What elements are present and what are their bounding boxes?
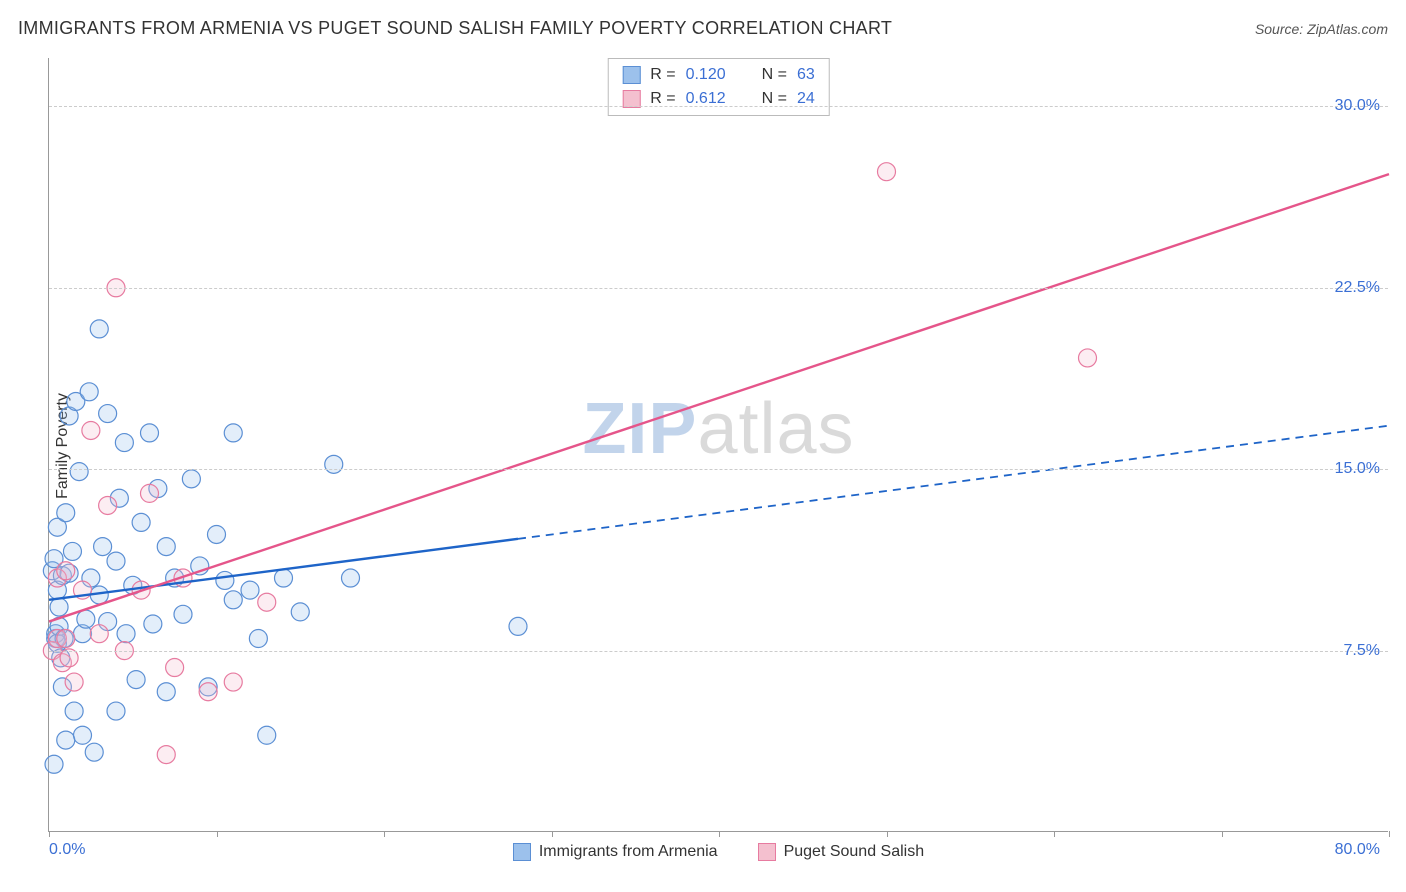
data-point (509, 617, 527, 635)
ytick-label: 22.5% (1335, 279, 1380, 297)
ytick-label: 7.5% (1344, 642, 1380, 660)
data-point (144, 615, 162, 633)
data-point (325, 455, 343, 473)
data-point (224, 673, 242, 691)
data-point (878, 163, 896, 181)
data-point (107, 702, 125, 720)
legend-item-2: Puget Sound Salish (758, 843, 925, 861)
data-point (166, 659, 184, 677)
data-point (82, 421, 100, 439)
n-label: N = (762, 63, 787, 87)
xtick (552, 831, 553, 837)
data-point (157, 538, 175, 556)
series-legend: Immigrants from Armenia Puget Sound Sali… (49, 843, 1388, 861)
chart-svg (49, 58, 1389, 832)
xtick (887, 831, 888, 837)
data-point (57, 630, 75, 648)
trend-line-dashed (518, 426, 1389, 539)
r-value-2: 0.612 (686, 87, 726, 111)
xtick (1222, 831, 1223, 837)
chart-container: IMMIGRANTS FROM ARMENIA VS PUGET SOUND S… (0, 0, 1406, 892)
data-point (65, 702, 83, 720)
gridline (49, 469, 1388, 470)
data-point (90, 320, 108, 338)
data-point (157, 683, 175, 701)
data-point (57, 562, 75, 580)
legend-row-2: R = 0.612 N = 24 (622, 87, 815, 111)
legend-row-1: R = 0.120 N = 63 (622, 63, 815, 87)
source-label: Source: ZipAtlas.com (1255, 21, 1388, 37)
data-point (99, 496, 117, 514)
data-point (127, 671, 145, 689)
ytick-label: 15.0% (1335, 460, 1380, 478)
data-point (182, 470, 200, 488)
xtick (384, 831, 385, 837)
plot-area: ZIPatlas R = 0.120 N = 63 R = 0.612 N = … (48, 58, 1388, 832)
legend-item-1: Immigrants from Armenia (513, 843, 718, 861)
data-point (80, 383, 98, 401)
data-point (141, 424, 159, 442)
xtick-label: 0.0% (49, 841, 85, 859)
data-point (70, 463, 88, 481)
gridline (49, 288, 1388, 289)
r-value-1: 0.120 (686, 63, 726, 87)
data-point (1079, 349, 1097, 367)
data-point (199, 683, 217, 701)
data-point (90, 625, 108, 643)
data-point (45, 755, 63, 773)
legend-swatch-1 (622, 66, 640, 84)
legend-label-1: Immigrants from Armenia (539, 843, 718, 861)
data-point (63, 542, 81, 560)
data-point (57, 504, 75, 522)
data-point (132, 513, 150, 531)
data-point (141, 484, 159, 502)
legend-swatch-2 (622, 90, 640, 108)
gridline (49, 651, 1388, 652)
data-point (249, 630, 267, 648)
data-point (107, 552, 125, 570)
data-point (224, 591, 242, 609)
xtick (1389, 831, 1390, 837)
ytick-label: 30.0% (1335, 97, 1380, 115)
n-label: N = (762, 87, 787, 111)
data-point (65, 673, 83, 691)
n-value-1: 63 (797, 63, 815, 87)
data-point (174, 605, 192, 623)
data-point (85, 743, 103, 761)
data-point (224, 424, 242, 442)
trend-line-solid (49, 174, 1389, 621)
data-point (291, 603, 309, 621)
title-bar: IMMIGRANTS FROM ARMENIA VS PUGET SOUND S… (18, 18, 1388, 39)
data-point (99, 405, 117, 423)
r-label: R = (650, 63, 675, 87)
gridline (49, 106, 1388, 107)
chart-title: IMMIGRANTS FROM ARMENIA VS PUGET SOUND S… (18, 18, 892, 39)
data-point (241, 581, 259, 599)
data-point (117, 625, 135, 643)
data-point (258, 593, 276, 611)
data-point (115, 434, 133, 452)
data-point (208, 525, 226, 543)
legend-swatch-salish (758, 843, 776, 861)
xtick (49, 831, 50, 837)
data-point (94, 538, 112, 556)
xtick (217, 831, 218, 837)
xtick-label: 80.0% (1335, 841, 1380, 859)
data-point (275, 569, 293, 587)
legend-label-2: Puget Sound Salish (784, 843, 925, 861)
xtick (719, 831, 720, 837)
n-value-2: 24 (797, 87, 815, 111)
data-point (216, 571, 234, 589)
data-point (77, 610, 95, 628)
legend-swatch-armenia (513, 843, 531, 861)
data-point (74, 726, 92, 744)
data-point (50, 598, 68, 616)
data-point (258, 726, 276, 744)
data-point (57, 731, 75, 749)
data-point (157, 746, 175, 764)
data-point (342, 569, 360, 587)
xtick (1054, 831, 1055, 837)
r-label: R = (650, 87, 675, 111)
